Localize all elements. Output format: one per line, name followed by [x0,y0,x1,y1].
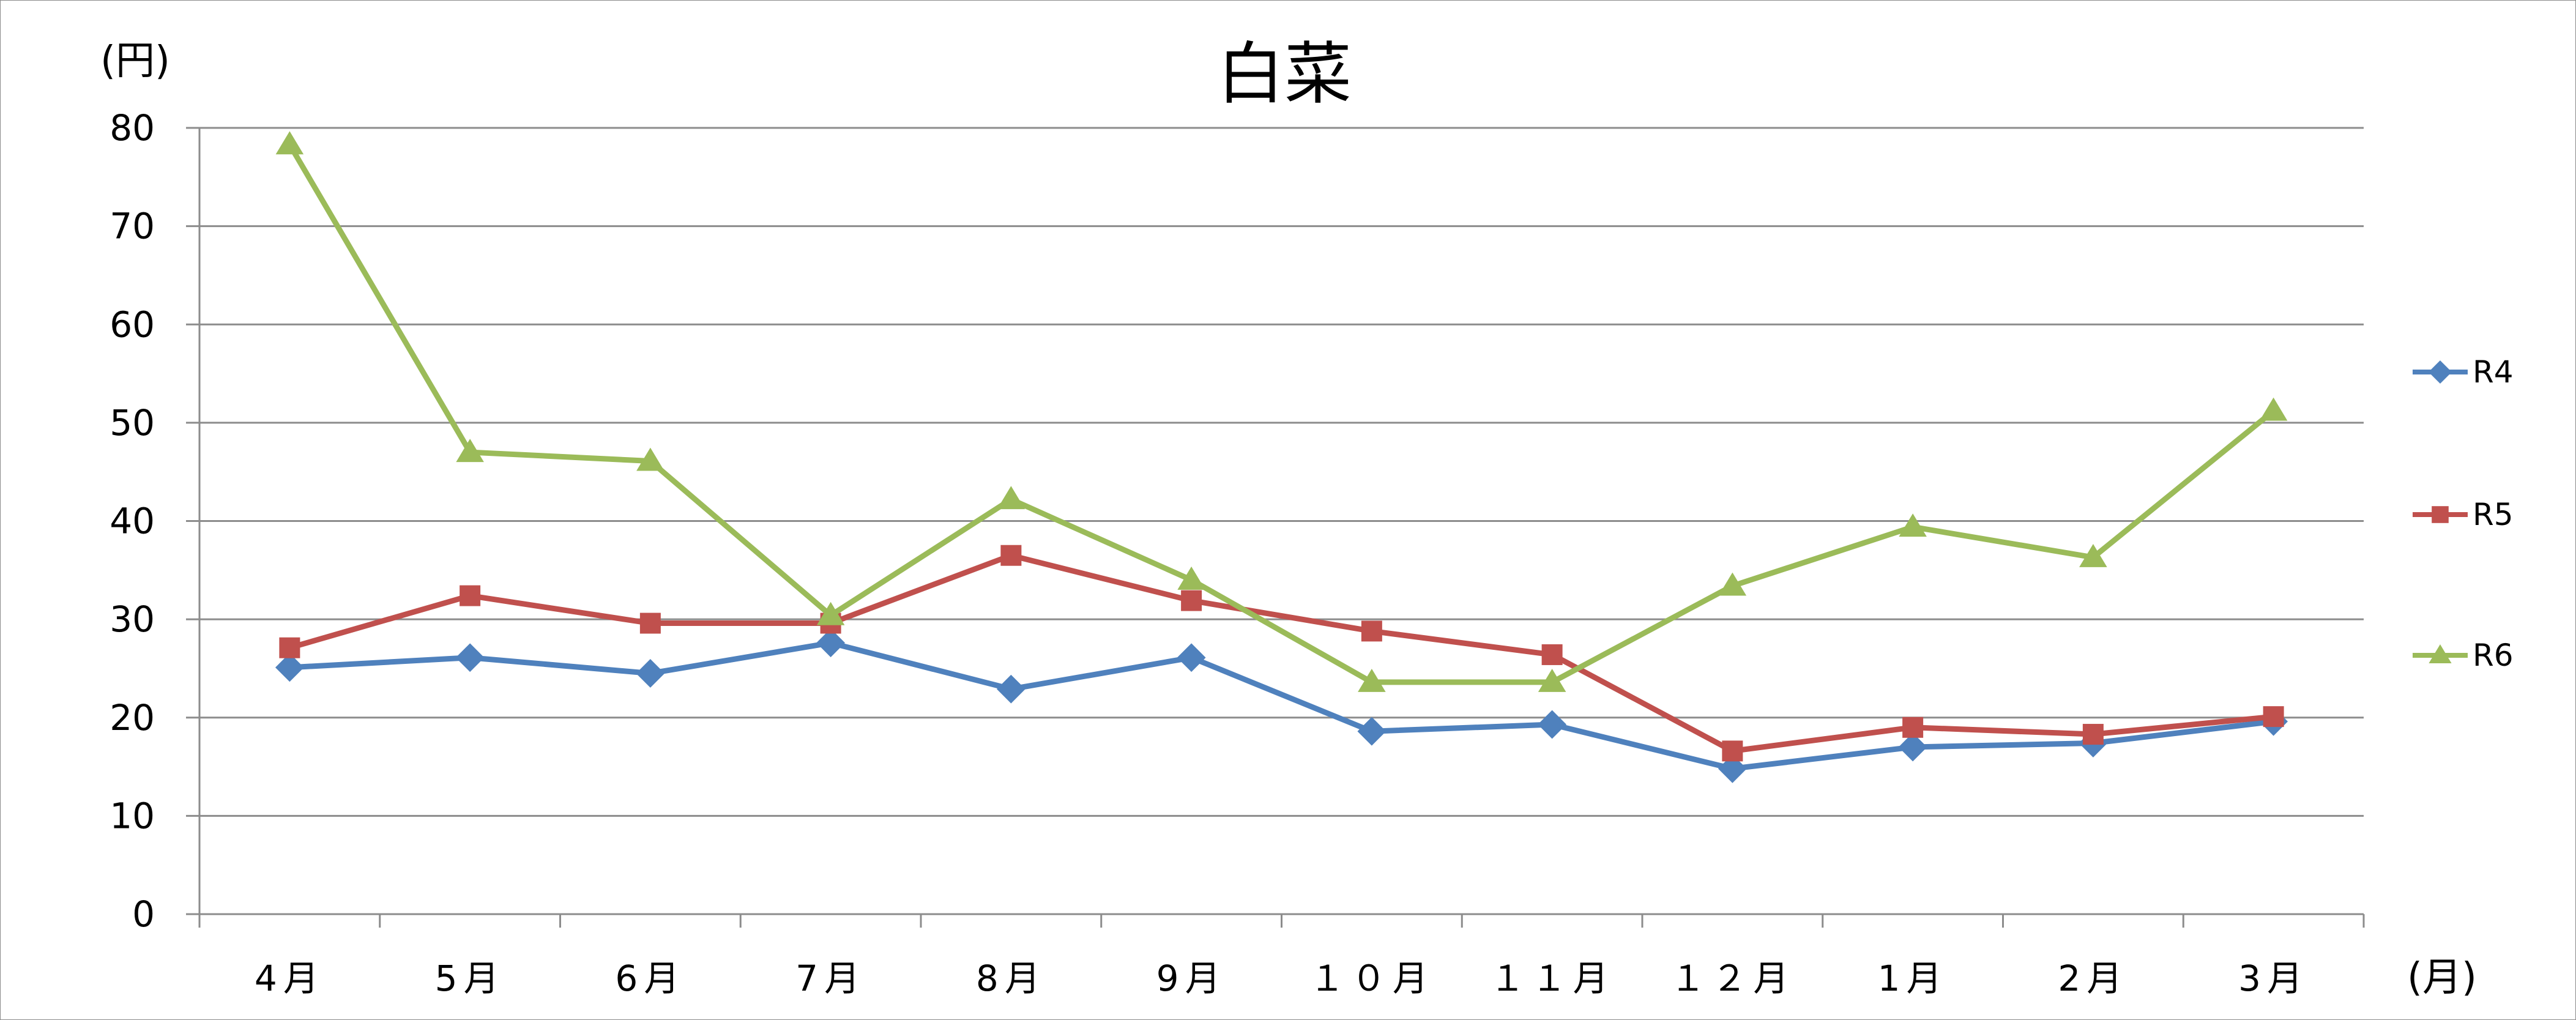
series-line [286,640,2277,772]
x-tick-label: 2月 [2058,958,2128,999]
data-point [2259,397,2288,421]
y-tick-label: 20 [110,697,155,739]
x-tick-label: 4月 [255,958,325,999]
legend-item-R5: R5 [2413,497,2514,532]
y-tick-label: 0 [132,893,155,935]
data-point [1361,620,1382,642]
y-tick-label: 60 [110,303,155,345]
x-tick-label: 1月 [1878,958,1948,999]
x-tick-label: 7月 [795,958,866,999]
legend-item-R4: R4 [2413,354,2514,390]
chart-title: 白菜 [1217,35,1352,113]
data-point [1899,513,1927,537]
data-point [1718,572,1747,596]
data-point [455,643,485,672]
y-tick-label: 10 [110,795,155,836]
axes [186,127,2365,928]
legend-label: R5 [2473,497,2514,532]
data-point [636,447,664,471]
x-tick-label: 8月 [976,958,1046,999]
series-R6 [275,131,2288,692]
x-axis-unit-label: (月) [2407,955,2477,1000]
data-point [279,637,300,658]
legend: R4 R5 R6 [2413,354,2514,673]
data-point [1541,644,1563,665]
y-tick-label: 80 [110,107,155,149]
x-tick-labels: 4月 5月 6月 7月 8月 9月 １０月 １１月 １２月 1月 2月 3月 [255,958,2309,999]
data-point [460,585,481,606]
data-point [275,131,304,155]
data-point [2082,724,2104,745]
x-tick-label: １２月 [1670,958,1795,999]
data-point [2263,706,2284,728]
gridlines [199,127,2364,817]
y-tick-label: 40 [110,501,155,542]
data-point [275,653,304,682]
data-point [1898,732,1927,762]
legend-marker [2429,644,2452,663]
data-point [1177,643,1206,672]
data-point [1902,717,1924,738]
data-point [456,439,484,463]
data-point [1538,668,1566,692]
data-point [1181,590,1202,611]
legend-marker [2428,360,2452,384]
series-R5 [279,545,2284,762]
legend-item-R6: R6 [2413,638,2514,673]
x-tick-label: 6月 [615,958,685,999]
y-tick-label: 70 [110,206,155,247]
data-point [1718,754,1747,783]
x-tick-label: 9月 [1156,958,1227,999]
y-tick-label: 50 [110,402,155,444]
y-tick-label: 30 [110,598,155,640]
data-point [1722,740,1743,762]
data-point [1000,545,1022,566]
data-point [636,659,665,688]
x-tick-label: 3月 [2238,958,2309,999]
data-point [816,628,846,658]
data-point [1177,566,1205,590]
data-point [2079,543,2107,567]
series-line [286,141,2277,685]
data-point [1358,668,1386,692]
series-lines [275,131,2288,783]
y-axis-unit-label: (円) [100,39,170,84]
series-line [286,553,2277,754]
data-point [1538,710,1567,739]
legend-label: R6 [2473,638,2514,673]
x-tick-label: 5月 [435,958,505,999]
data-point [639,612,661,634]
x-tick-label: １１月 [1490,958,1615,999]
legend-label: R4 [2473,354,2514,390]
y-tick-labels: 0 10 20 30 40 50 60 70 80 [110,107,155,935]
data-point [1357,717,1387,746]
x-tick-label: １０月 [1309,958,1434,999]
data-point [996,674,1026,704]
series-R4 [275,628,2288,783]
data-point [816,601,845,625]
legend-marker [2432,506,2449,523]
data-point [997,486,1026,510]
